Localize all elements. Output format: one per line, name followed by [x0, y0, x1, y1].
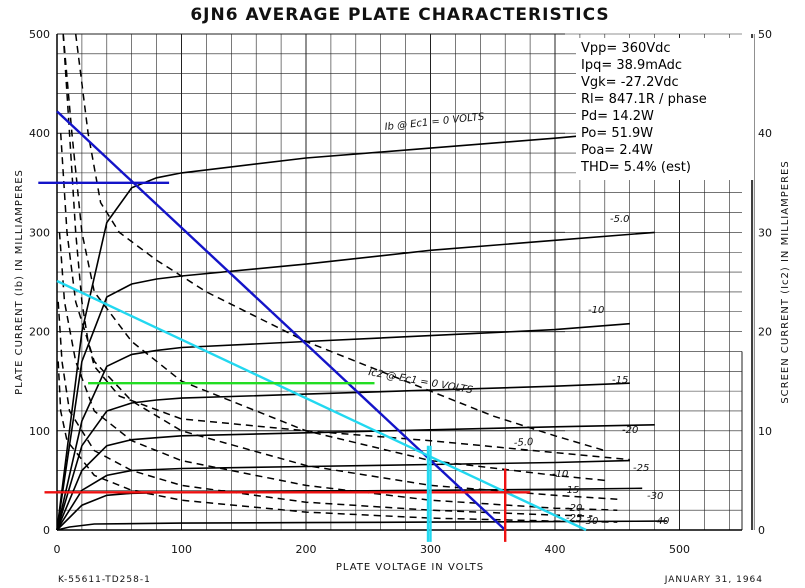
x-tick-label: 0: [54, 543, 61, 556]
y2-axis-label: SCREEN CURRENT (Ic2) IN MILLIAMPERES: [780, 160, 791, 403]
plate-curve-label: -20: [622, 425, 638, 436]
plate-curve: [56, 459, 630, 531]
y-tick-label: 500: [29, 28, 50, 41]
plate-curve-label: Ib @ Ec1 = 0 VOLTS: [384, 112, 485, 133]
x-tick-label: 400: [545, 543, 566, 556]
screen-curve-label: -5.0: [514, 437, 534, 449]
plate-curve: [56, 231, 655, 531]
y2-tick-label: 0: [758, 524, 765, 537]
screen-curve-label: -15: [563, 485, 579, 496]
plate-curve: [56, 382, 630, 531]
plate-curve-label: -10: [588, 305, 604, 316]
info-line: Poa= 2.4W: [581, 143, 653, 158]
y2-tick-label: 30: [758, 226, 772, 239]
plate-curve-label: -30: [647, 491, 663, 502]
screen-curve: [59, 133, 618, 500]
info-line: Vgk= -27.2Vdc: [581, 75, 679, 90]
y-tick-label: 400: [29, 127, 50, 140]
info-panel-bg: [576, 38, 754, 180]
screen-curve-label: -25: [566, 513, 582, 524]
info-line: Ipq= 38.9mAdc: [581, 58, 682, 73]
info-line: Po= 51.9W: [581, 126, 653, 141]
y2-tick-label: 20: [758, 326, 772, 339]
info-panel: Vpp= 360Vdc Ipq= 38.9mAdc Vgk= -27.2Vdc Rl=…: [580, 41, 707, 175]
y2-tick-label: 10: [758, 425, 772, 438]
plate-curve: [56, 322, 630, 531]
plate-curve-label: -25: [633, 463, 649, 474]
screen-curve: [58, 232, 618, 511]
plate-curve-label: -15: [612, 375, 628, 386]
screen-curve: [57, 361, 618, 523]
screen-curve: [57, 301, 593, 517]
chart-title: 6JN6 AVERAGE PLATE CHARACTERISTICS: [190, 5, 609, 25]
screen-curve-label: -20: [566, 503, 582, 514]
x-tick-label: 300: [420, 543, 441, 556]
plate-curve: [56, 520, 668, 531]
plate-curve: [56, 424, 655, 531]
x-tick-label: 100: [171, 543, 192, 556]
info-line: Pd= 14.2W: [581, 109, 654, 124]
screen-curve: [62, 33, 630, 461]
info-line: Vpp= 360Vdc: [581, 41, 671, 56]
y2-tick-label: 40: [758, 127, 772, 140]
curves: [56, 33, 668, 531]
y2-tick-label: 50: [758, 28, 772, 41]
y-tick-label: 300: [29, 226, 50, 239]
info-line: Rl= 847.1R / phase: [581, 92, 707, 107]
y-tick-label: 100: [29, 425, 50, 438]
info-line: THD= 5.4% (est): [580, 160, 691, 175]
screen-curve-label: -10: [552, 469, 568, 480]
y-axis-label: PLATE CURRENT (Ib) IN MILLIAMPERES: [14, 169, 25, 395]
plate-curve-label: -40: [653, 516, 669, 527]
y-tick-label: 200: [29, 326, 50, 339]
footer-right: JANUARY 31, 1964: [664, 575, 763, 585]
plate-curve: [56, 129, 643, 531]
load-line-cyan: [56, 279, 587, 532]
screen-curve: [74, 33, 606, 452]
screen-curve-label: -30: [582, 516, 598, 527]
x-axis-label: PLATE VOLTAGE IN VOLTS: [336, 562, 484, 573]
y-tick-label: 0: [43, 524, 50, 537]
plate-curve-label: -5.0: [610, 214, 630, 225]
x-tick-label: 200: [296, 543, 317, 556]
overlay-lines: [38, 110, 587, 542]
screen-curve: [62, 33, 605, 482]
footer-left: K-55611-TD258-1: [58, 575, 151, 585]
x-tick-label: 500: [669, 543, 690, 556]
tick-labels: 0 100 200 300 400 500 0 100 200 300 400 500 0 10 20 30 4…: [29, 28, 772, 556]
